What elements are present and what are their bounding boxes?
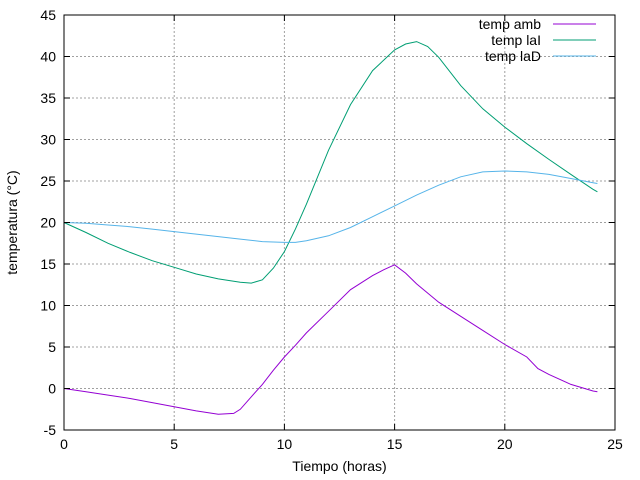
legend-label: temp laI — [491, 32, 541, 48]
y-tick-label: 15 — [40, 256, 56, 272]
x-tick-label: 0 — [60, 436, 68, 452]
series-line-1 — [63, 264, 598, 415]
y-tick-label: 20 — [40, 215, 56, 231]
plot-series — [63, 41, 598, 415]
legend-label: temp laD — [485, 48, 541, 64]
y-tick-label: 25 — [40, 173, 56, 189]
y-tick-label: 10 — [40, 298, 56, 314]
y-tick-label: 0 — [48, 381, 56, 397]
y-axis-label: temperatura (°C) — [4, 170, 20, 274]
x-tick-label: 15 — [387, 436, 403, 452]
x-tick-label: 25 — [607, 436, 623, 452]
x-tick-label: 10 — [277, 436, 293, 452]
grid — [64, 15, 615, 430]
x-axis-label: Tiempo (horas) — [292, 458, 386, 474]
legend-label: temp amb — [479, 16, 541, 32]
y-tick-label: -5 — [44, 422, 57, 438]
y-tick-label: 35 — [40, 90, 56, 106]
y-tick-label: 30 — [40, 132, 56, 148]
x-tick-label: 20 — [497, 436, 513, 452]
series-line-2 — [63, 41, 598, 284]
series-line-3 — [63, 170, 598, 243]
y-tick-label: 5 — [48, 339, 56, 355]
x-tick-label: 5 — [170, 436, 178, 452]
y-tick-label: 40 — [40, 49, 56, 65]
y-tick-label: 45 — [40, 7, 56, 23]
